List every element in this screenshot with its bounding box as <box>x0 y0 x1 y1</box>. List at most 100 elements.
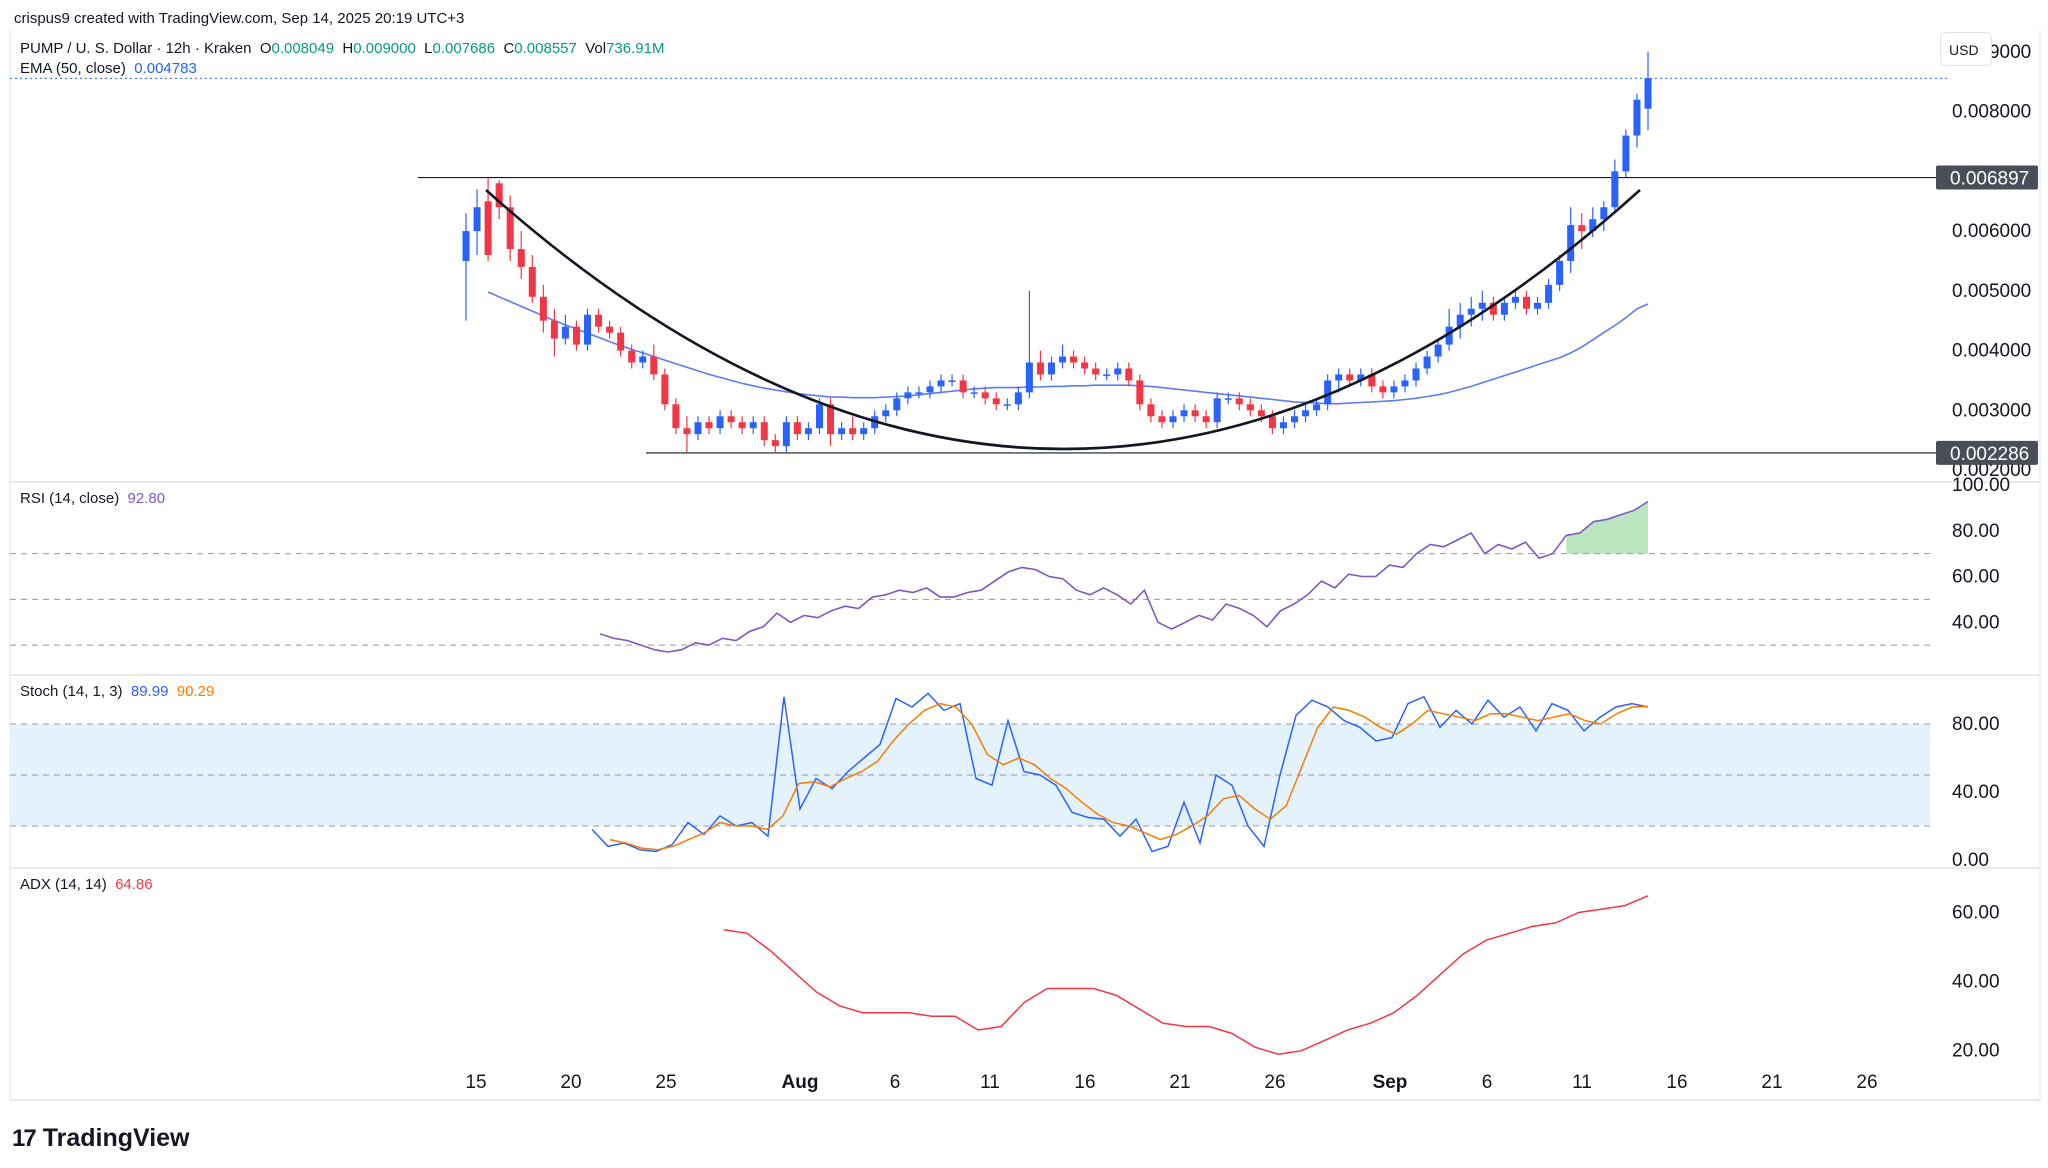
candle-body <box>782 422 790 447</box>
candle <box>1213 392 1221 429</box>
candle <box>970 386 978 399</box>
candle <box>1047 356 1055 381</box>
close-value: 0.008557 <box>514 40 577 57</box>
candle-body <box>1600 207 1608 220</box>
candle-body <box>1003 404 1011 406</box>
adx-tick-label: 60.00 <box>1952 903 2000 924</box>
candle-body <box>528 266 536 297</box>
candle <box>716 410 724 435</box>
candle <box>1335 368 1343 393</box>
tradingview-logo[interactable]: 17 TradingView <box>12 1124 190 1153</box>
rsi-value: 92.80 <box>127 490 166 507</box>
candle <box>1434 338 1442 363</box>
cup-pattern-curve <box>485 189 1641 451</box>
candle <box>1633 93 1641 148</box>
candle <box>1059 344 1067 369</box>
symbol-title: PUMP / U. S. Dollar · 12h · Kraken <box>20 40 252 57</box>
stoch-pane <box>10 692 1930 853</box>
candle <box>1070 350 1078 369</box>
time-tick-label: 16 <box>1666 1072 1687 1093</box>
volume-value: 736.91M <box>606 40 665 57</box>
candle-body <box>959 380 967 393</box>
candle <box>1125 362 1133 387</box>
currency-button[interactable]: USD <box>1940 32 1992 66</box>
candle-body <box>849 428 857 435</box>
candle <box>838 422 846 441</box>
candle-body <box>1125 368 1133 381</box>
candle <box>1003 398 1011 411</box>
candle-body <box>1500 302 1508 315</box>
candle <box>628 344 636 369</box>
candle <box>1036 350 1044 381</box>
candle <box>1578 213 1586 250</box>
candle-body <box>1257 410 1265 417</box>
candle <box>1390 380 1398 399</box>
candle-body <box>1644 78 1652 109</box>
candle <box>650 344 658 381</box>
candle <box>882 404 890 423</box>
candle-body <box>1478 302 1486 309</box>
candle <box>771 434 779 453</box>
candle <box>1202 410 1210 429</box>
candle <box>727 410 735 429</box>
candle-body <box>517 249 525 267</box>
candle <box>1246 398 1254 417</box>
candle <box>1025 290 1033 399</box>
candle-body <box>1036 362 1044 375</box>
candle <box>639 350 647 369</box>
candle-body <box>815 404 823 429</box>
time-tick-label: 16 <box>1074 1072 1095 1093</box>
candle-body <box>1522 296 1530 309</box>
candle <box>617 326 625 357</box>
candle <box>1467 296 1475 327</box>
ema-line <box>487 291 1649 405</box>
candle-body <box>904 392 912 399</box>
candle-body <box>1291 416 1299 423</box>
price-level-label: 0.002286 <box>1950 444 2029 465</box>
candle-body <box>992 398 1000 405</box>
price-tick-label: 0.008000 <box>1952 102 2031 123</box>
volume-label: Vol <box>585 40 607 57</box>
candle-body <box>1224 398 1232 400</box>
candle <box>462 213 470 321</box>
time-tick-label: Sep <box>1373 1072 1408 1093</box>
price-tick-label: 0.005000 <box>1952 281 2031 302</box>
candle-body <box>838 428 846 435</box>
adx-tick-label: 20.00 <box>1952 1041 2000 1062</box>
candle-body <box>760 422 768 441</box>
candle <box>915 386 923 399</box>
candle <box>804 422 812 441</box>
candle-body <box>1622 135 1630 172</box>
stoch-k-value: 89.99 <box>130 683 169 700</box>
candle-body <box>793 422 801 435</box>
ema-label: EMA (50, close) <box>20 60 126 77</box>
candle <box>1092 362 1100 381</box>
candle-body <box>1158 416 1166 423</box>
stoch-label: Stoch (14, 1, 3) <box>20 683 123 700</box>
rsi-line <box>599 500 1649 653</box>
candle-body <box>1633 99 1641 136</box>
candle-body <box>1202 416 1210 423</box>
candle-body <box>727 416 735 423</box>
stoch-d-line <box>609 702 1649 851</box>
ema-value: 0.004783 <box>134 60 197 77</box>
candle <box>1522 290 1530 315</box>
price-level-label: 0.006897 <box>1950 169 2029 190</box>
time-tick-label: 21 <box>1169 1072 1190 1093</box>
candle-body <box>683 428 691 435</box>
candle <box>528 255 536 303</box>
candle-body <box>1379 386 1387 393</box>
candle <box>517 231 525 279</box>
candle-body <box>827 404 835 435</box>
low-label: L <box>424 40 433 57</box>
candle-body <box>948 380 956 382</box>
rsi-overbought-fill <box>1566 501 1648 554</box>
stoch-k-line <box>591 692 1649 853</box>
candle-body <box>1401 380 1409 387</box>
candle-body <box>1412 368 1420 381</box>
candle-body <box>572 326 580 345</box>
candle-body <box>1047 362 1055 375</box>
panel-separators <box>9 30 2041 1101</box>
candle-body <box>1545 284 1553 303</box>
candle-body <box>1534 302 1542 309</box>
